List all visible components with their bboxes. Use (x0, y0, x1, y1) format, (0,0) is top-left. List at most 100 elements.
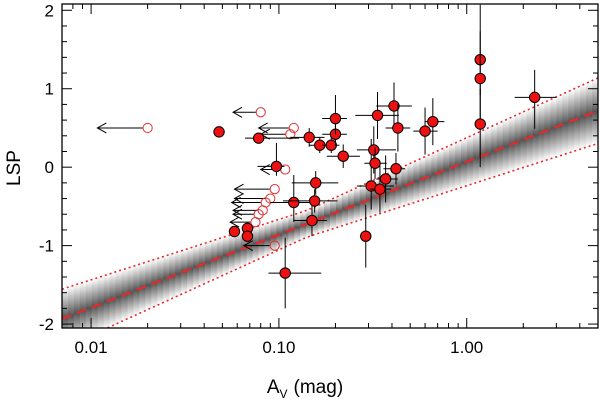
upper-limit-marker (142, 122, 153, 134)
x-axis-title-sub: V (280, 387, 288, 401)
detection-point (376, 82, 412, 130)
detection-marker (360, 230, 372, 242)
detection-marker (308, 195, 321, 207)
detection-marker (374, 183, 386, 195)
detection-marker (369, 157, 381, 169)
upper-limit-point (96, 122, 153, 134)
detection-point (293, 204, 327, 237)
x-ticks: 0.01 0.10 1.00 (61, 4, 599, 357)
detection-marker (270, 160, 283, 173)
confidence-band-strip (91, 278, 99, 328)
upper-limit-point (229, 216, 261, 228)
y-tick-label: -2 (39, 315, 54, 334)
detection-marker (419, 125, 431, 137)
x-axis-title-unit: (mag) (294, 377, 344, 398)
detection-point (228, 225, 241, 238)
upper-limit-marker (255, 107, 266, 118)
upper-limit-marker (269, 184, 280, 195)
confidence-band-strip (592, 79, 598, 145)
upper-limit-marker (285, 129, 296, 140)
fit-upper-bound (62, 77, 598, 290)
upper-limit-marker (250, 216, 261, 228)
detection-marker (390, 163, 402, 175)
confidence-band-strip (79, 282, 87, 328)
detection-marker (303, 131, 315, 144)
upper-limit-arrowhead (96, 122, 107, 134)
detection-point (413, 107, 438, 155)
detection-marker (306, 214, 318, 227)
detection-point (385, 104, 411, 152)
confidence-band-strip (234, 232, 242, 269)
detection-marker (371, 109, 384, 122)
x-tick-label: 0.10 (262, 338, 295, 357)
detection-point (241, 230, 254, 242)
detection-point (245, 132, 300, 144)
detection-marker (379, 173, 392, 185)
confidence-band-strip (520, 111, 528, 168)
confidence-band-strip (341, 193, 349, 225)
detection-point (257, 142, 285, 176)
detection-marker (474, 118, 486, 130)
detection-point (268, 237, 322, 309)
confidence-band-strip (282, 217, 289, 247)
detection-marker (329, 112, 342, 125)
detection-marker (528, 91, 541, 104)
upper-limit-marker (269, 240, 280, 251)
confidence-band-strip (115, 270, 123, 323)
confidence-band-strip (461, 138, 468, 187)
detection-point (364, 147, 387, 179)
confidence-band-strip (222, 236, 230, 275)
detection-point (514, 69, 557, 129)
confidence-band-strip (204, 242, 212, 283)
x-tick-label: 1.00 (450, 338, 483, 357)
detection-marker (228, 225, 241, 238)
upper-limit-arrowhead (242, 240, 254, 252)
detection-point (326, 144, 360, 168)
confidence-band-strip (472, 133, 480, 183)
fit-lower-bound (105, 142, 598, 328)
detection-point (474, 88, 486, 168)
detection-point (322, 137, 340, 154)
x-tick-label: 0.01 (75, 338, 108, 357)
upper-limit-arrowhead (257, 122, 268, 134)
detection-marker (388, 100, 400, 112)
y-axis-title: LSP (4, 150, 25, 186)
upper-limit-marker (288, 122, 299, 134)
detection-point (425, 98, 445, 146)
confidence-band-strip (490, 125, 498, 177)
upper-limit-point (233, 183, 280, 195)
detection-marker (474, 72, 486, 85)
confidence-band-strip (97, 276, 105, 328)
confidence-band-strip (532, 106, 540, 164)
upper-limit-arrowhead (233, 193, 244, 204)
detection-marker (288, 196, 300, 209)
detection-marker (427, 115, 439, 128)
confidence-band-strip (502, 119, 510, 174)
detection-point (309, 137, 330, 154)
confidence-band-strip (145, 261, 152, 310)
y-ticks: -2 -1 0 1 2 (39, 1, 598, 334)
upper-limit-point (242, 240, 280, 252)
detection-marker (213, 126, 225, 138)
detection-marker (368, 144, 380, 156)
detection-point (290, 127, 325, 147)
detection-point (355, 91, 399, 139)
confidence-band-strip (371, 179, 379, 216)
detection-marker (241, 230, 254, 242)
confidence-band-strip (550, 98, 557, 158)
detection-point (322, 95, 347, 135)
confidence-band-strip (175, 251, 182, 296)
confidence-band-strip (401, 166, 409, 206)
confidence-band-strip (324, 201, 331, 231)
detection-marker (325, 139, 337, 151)
upper-limit-arrowhead (232, 204, 243, 216)
upper-limit-point (232, 106, 266, 118)
detection-point (376, 155, 398, 203)
detection-point (369, 165, 391, 213)
y-tick-label: 0 (45, 158, 54, 177)
detection-point (383, 153, 406, 185)
x-axis-title-main: A (267, 377, 280, 398)
upper-limit-arrowhead (232, 106, 243, 118)
detection-marker (392, 122, 404, 134)
